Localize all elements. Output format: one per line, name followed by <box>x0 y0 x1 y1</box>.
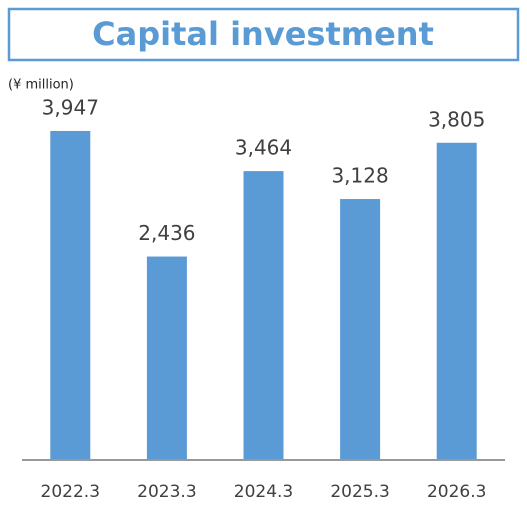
value-label: 3,805 <box>428 107 485 131</box>
x-tick-label: 2025.3 <box>330 482 389 502</box>
value-label: 3,128 <box>331 164 388 188</box>
bar <box>243 171 284 460</box>
bar <box>50 130 91 459</box>
chart-title: Capital investment <box>92 15 434 53</box>
bar <box>340 199 381 459</box>
x-tick-label: 2024.3 <box>234 482 293 502</box>
value-label: 2,436 <box>138 221 195 245</box>
x-tick-label: 2026.3 <box>427 482 486 502</box>
bar <box>146 256 187 459</box>
value-label: 3,464 <box>235 136 292 160</box>
value-label: 3,947 <box>42 95 99 119</box>
x-tick-label: 2023.3 <box>137 482 196 502</box>
unit-label: (¥ million) <box>8 78 74 93</box>
bar <box>436 142 477 460</box>
title-box <box>7 7 520 62</box>
x-tick-label: 2022.3 <box>41 482 100 502</box>
